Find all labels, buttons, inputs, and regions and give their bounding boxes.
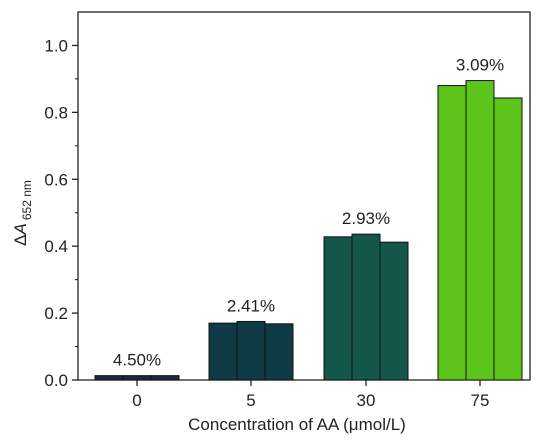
x-tick-label: 30 — [357, 391, 376, 410]
y-axis: 0.0 0.2 0.4 0.6 0.8 1.0 — [44, 36, 78, 390]
y-axis-title-sub: 652 nm — [20, 180, 34, 220]
data-labels-layer: 4.50% 2.41% 2.93% 3.09% — [113, 56, 504, 370]
x-tick-label: 75 — [471, 391, 490, 410]
bar — [493, 97, 523, 381]
y-axis-title: ΔA 652 nm — [11, 180, 34, 246]
bar — [323, 236, 353, 381]
bars-layer — [94, 80, 523, 381]
y-tick-label: 1.0 — [44, 36, 68, 55]
x-tick-label: 5 — [246, 391, 255, 410]
bar-group-label: 2.41% — [227, 296, 275, 315]
bar — [150, 375, 180, 381]
bar-group-label: 2.93% — [342, 209, 390, 228]
bar — [351, 233, 381, 381]
plot-border — [77, 11, 531, 381]
bar — [379, 241, 409, 381]
x-axis-title: Concentration of AA (μmol/L) — [188, 415, 406, 434]
bar — [264, 323, 294, 381]
bar-group-label: 4.50% — [113, 351, 161, 370]
bar-group-label: 3.09% — [456, 56, 504, 75]
y-tick-label: 0.2 — [44, 304, 68, 323]
y-tick-label: 0.6 — [44, 170, 68, 189]
y-tick-label: 0.4 — [44, 237, 68, 256]
bar — [465, 80, 495, 381]
plot-frame — [77, 11, 531, 381]
x-axis: 0 5 30 75 — [132, 380, 489, 410]
y-tick-label: 0.0 — [44, 371, 68, 390]
y-axis-title-prefix: Δ — [11, 235, 30, 246]
x-tick-label: 0 — [132, 391, 141, 410]
bar — [437, 85, 467, 381]
bar — [208, 322, 238, 381]
y-axis-title-main: A — [11, 223, 30, 235]
y-tick-label: 0.8 — [44, 103, 68, 122]
bar — [122, 375, 152, 381]
bar — [94, 375, 124, 381]
bar — [236, 320, 266, 381]
